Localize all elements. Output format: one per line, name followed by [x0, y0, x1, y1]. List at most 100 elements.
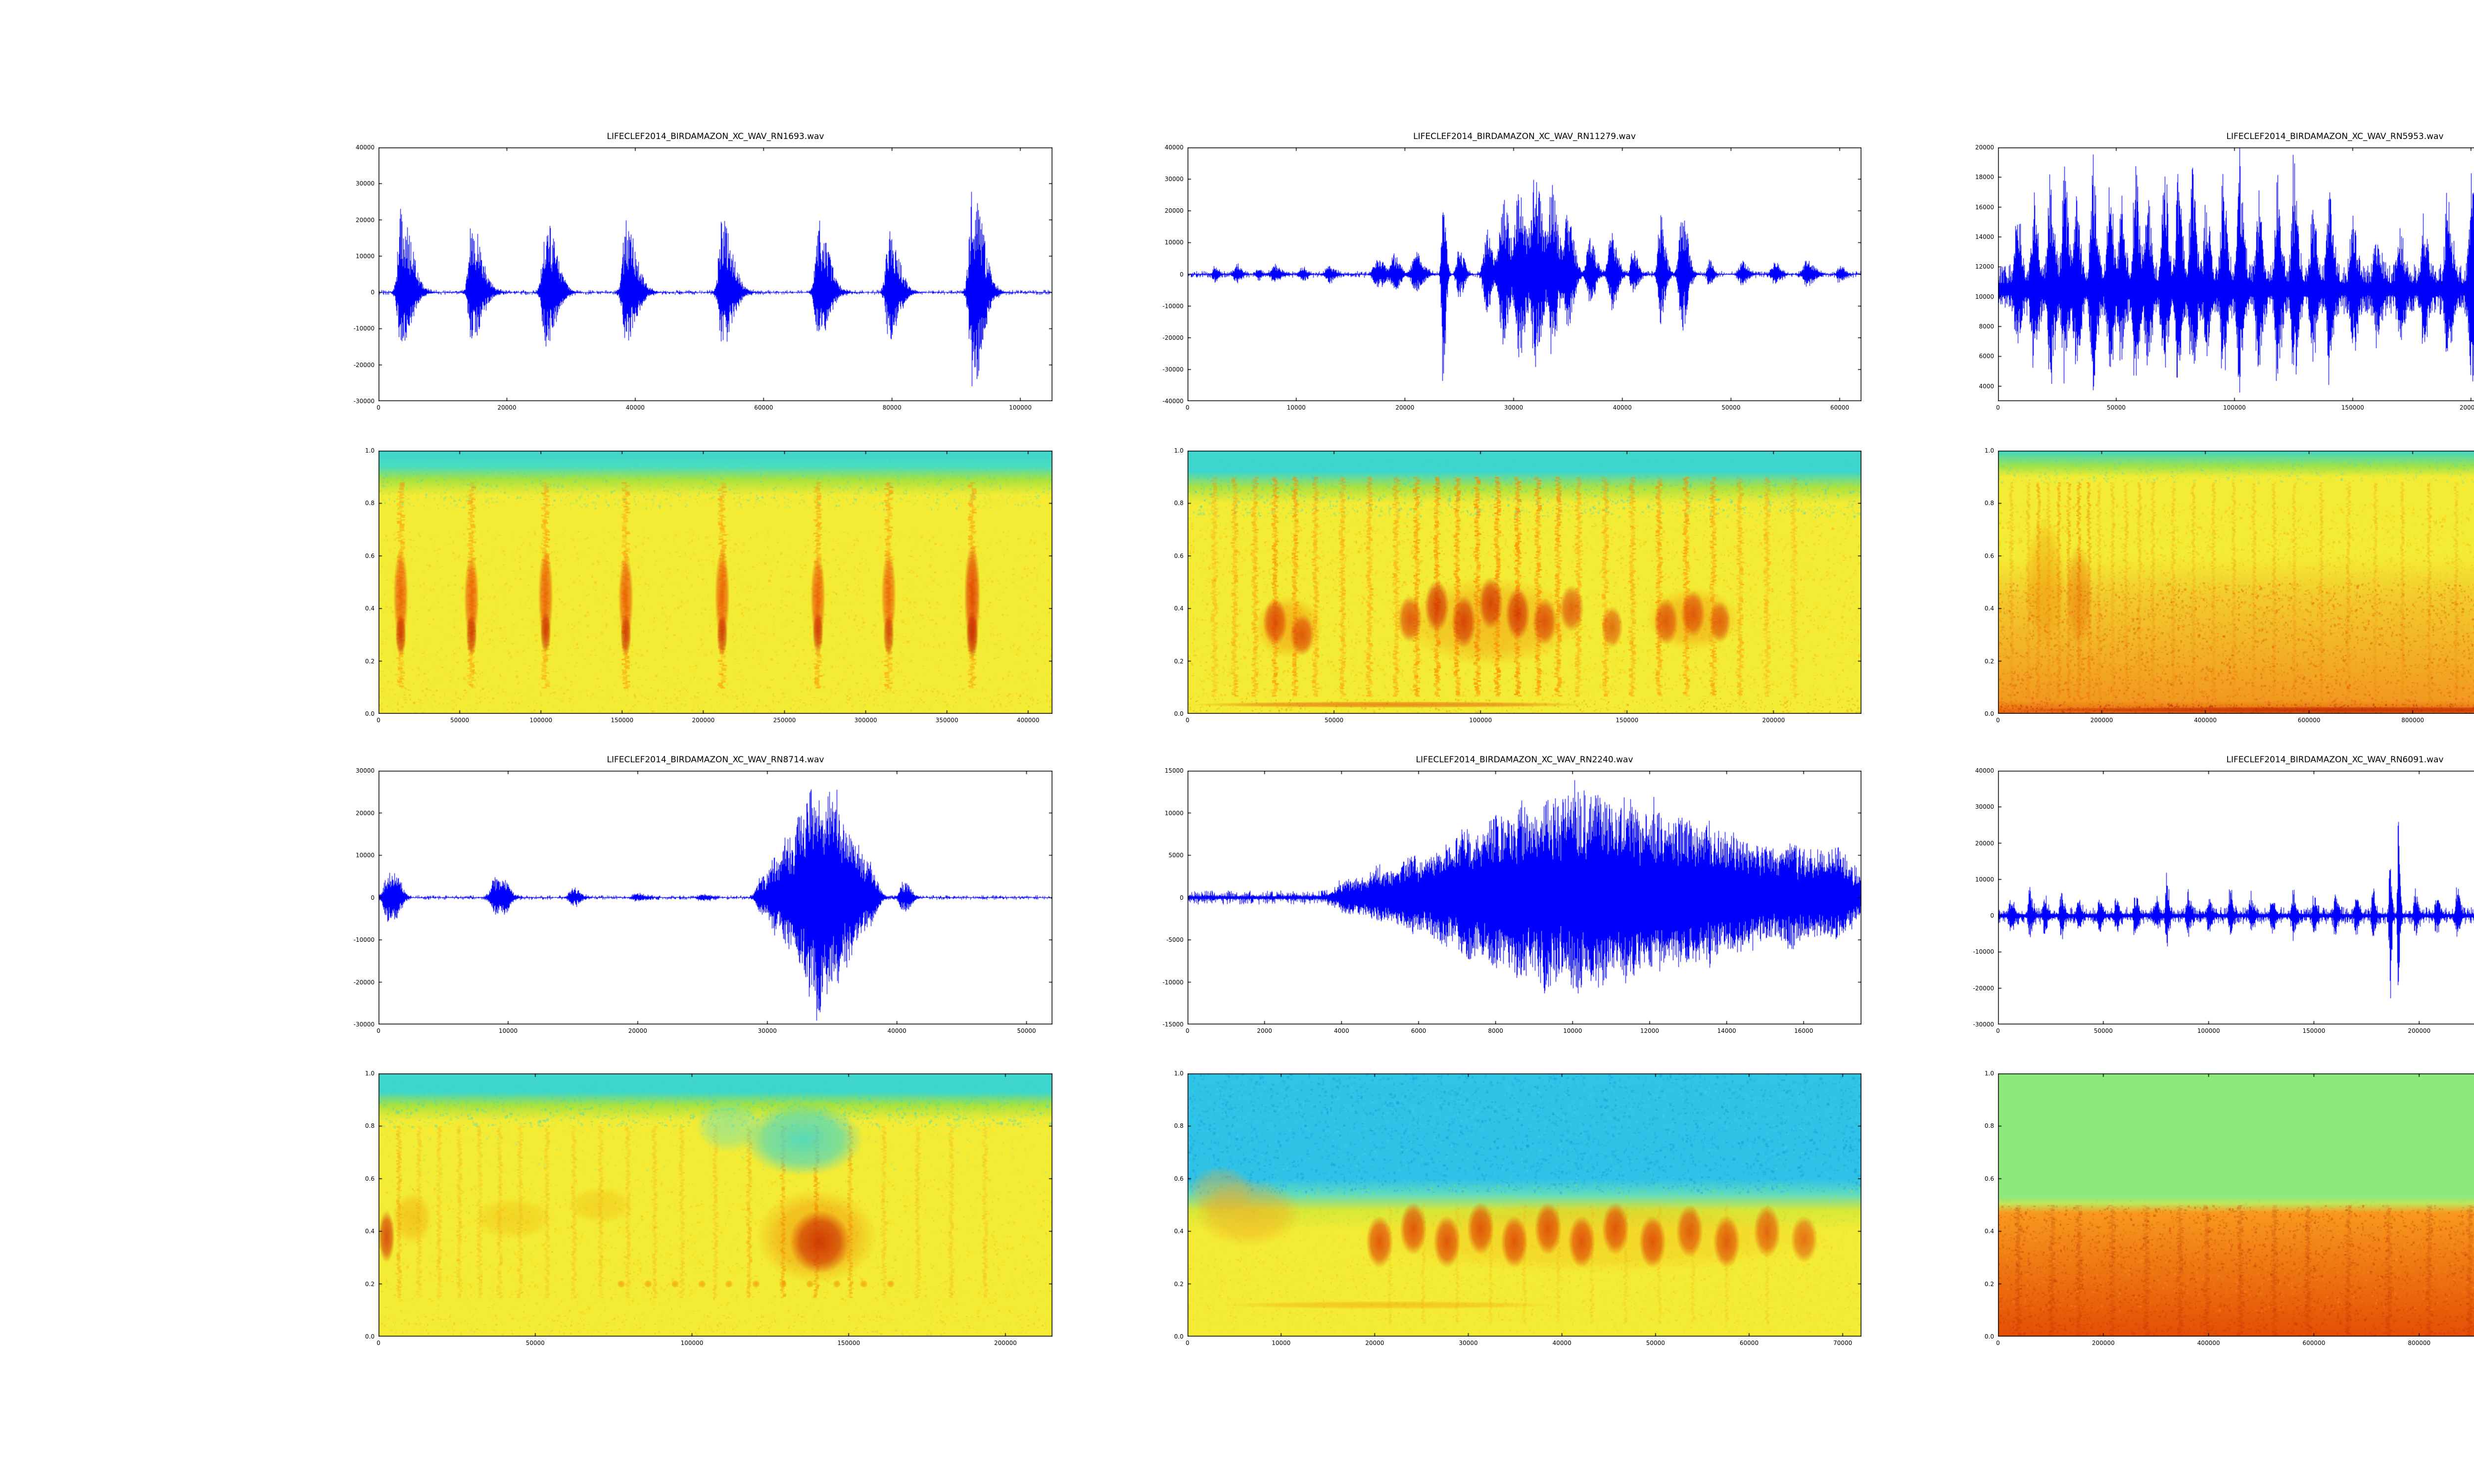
plot-title: LIFECLEF2014_BIRDAMAZON_XC_WAV_RN11279.w…	[1413, 132, 1636, 141]
x-tick-label: 0	[1996, 404, 2000, 411]
subplot-spectrogram-RN11279: 0 50000 100000 150000 200000 0.0 0.2 0.4 0.6 0.8 1…	[1174, 447, 1861, 724]
x-tick-label: 200000	[2090, 717, 2113, 724]
y-tick-label: 30000	[1164, 176, 1184, 183]
x-tick-label: 12000	[1640, 1027, 1660, 1034]
x-tick-label: 30000	[758, 1027, 777, 1034]
x-tick-label: 50000	[1721, 404, 1741, 411]
waveform-canvas-waveform-RN2240	[1188, 771, 1861, 1024]
x-tick-label: 150000	[2302, 1027, 2326, 1034]
waveform-canvas-waveform-RN11279	[1188, 147, 1861, 401]
y-tick-label: 0.8	[1174, 500, 1184, 507]
x-tick-label: 6000	[1411, 1027, 1427, 1034]
y-tick-label: 0.4	[1174, 1228, 1184, 1235]
y-tick-label: 14000	[1975, 233, 1994, 241]
spectrogram-canvas-spectrogram-RN2240	[1188, 1073, 1861, 1337]
x-tick-label: 10000	[498, 1027, 518, 1034]
y-tick-label: 0	[371, 894, 375, 901]
x-tick-label: 40000	[625, 404, 645, 411]
y-tick-label: -15000	[1162, 1021, 1184, 1028]
x-tick-label: 10000	[1563, 1027, 1582, 1034]
x-tick-label: 250000	[773, 717, 796, 724]
y-tick-label: 1.0	[1174, 1070, 1184, 1077]
subplot-waveform-RN2240: LIFECLEF2014_BIRDAMAZON_XC_WAV_RN2240.wa…	[1162, 755, 1861, 1034]
y-tick-label: -30000	[1162, 366, 1184, 373]
y-tick-label: -40000	[1162, 398, 1184, 405]
x-tick-label: 50000	[1646, 1340, 1665, 1346]
y-tick-label: 1.0	[1984, 447, 1994, 454]
x-tick-label: 60000	[754, 404, 773, 411]
waveform-canvas-waveform-RN6091	[1998, 771, 2474, 1024]
y-tick-label: -30000	[353, 398, 375, 405]
waveform-canvas-waveform-RN1693	[379, 147, 1052, 401]
subplot-spectrogram-RN1693: 0 50000 100000 150000 200000 250000 300000 3500…	[365, 447, 1052, 724]
y-tick-label: 20000	[355, 216, 375, 224]
y-tick-label: 20000	[1975, 144, 1994, 151]
y-tick-label: 20000	[355, 809, 375, 817]
y-tick-label: 0	[1990, 912, 1994, 920]
x-tick-label: 40000	[887, 1027, 906, 1034]
subplot-waveform-RN8714: LIFECLEF2014_BIRDAMAZON_XC_WAV_RN8714.wa…	[353, 755, 1052, 1034]
y-tick-label: 0.0	[1984, 710, 1994, 717]
x-tick-label: 150000	[2341, 404, 2364, 411]
x-tick-label: 0	[1996, 717, 2000, 724]
y-tick-label: 0.2	[1174, 1280, 1184, 1288]
x-tick-label: 14000	[1717, 1027, 1736, 1034]
y-tick-label: 0.8	[365, 500, 375, 507]
y-tick-label: -30000	[1973, 1021, 1994, 1028]
y-tick-label: 0.6	[1174, 552, 1184, 559]
y-tick-label: 18000	[1975, 174, 1994, 181]
x-tick-label: 50000	[450, 717, 470, 724]
x-tick-label: 80000	[882, 404, 902, 411]
x-tick-label: 30000	[1459, 1340, 1478, 1346]
x-tick-label: 150000	[611, 717, 634, 724]
y-tick-label: 40000	[1975, 767, 1994, 774]
y-tick-label: 20000	[1164, 207, 1184, 215]
y-tick-label: 0.0	[365, 710, 375, 717]
x-tick-label: 50000	[2093, 1027, 2113, 1034]
x-tick-label: 10000	[1286, 404, 1306, 411]
y-tick-label: 4000	[1979, 382, 1994, 390]
plot-title: LIFECLEF2014_BIRDAMAZON_XC_WAV_RN8714.wa…	[607, 755, 824, 765]
x-tick-label: 600000	[2297, 717, 2321, 724]
x-tick-label: 0	[1186, 1027, 1189, 1034]
y-tick-label: 0	[371, 289, 375, 296]
subplot-waveform-RN6091: LIFECLEF2014_BIRDAMAZON_XC_WAV_RN6091.wa…	[1973, 755, 2474, 1034]
y-tick-label: -10000	[1973, 948, 1994, 956]
y-tick-label: 0.0	[1174, 1333, 1184, 1340]
y-tick-label: 0.4	[365, 605, 375, 612]
x-tick-label: 40000	[1613, 404, 1632, 411]
y-tick-label: 0.2	[365, 657, 375, 665]
plot-title: LIFECLEF2014_BIRDAMAZON_XC_WAV_RN6091.wa…	[2226, 755, 2444, 765]
x-tick-label: 0	[1996, 1340, 2000, 1346]
x-tick-label: 600000	[2302, 1340, 2326, 1346]
x-tick-label: 20000	[497, 404, 517, 411]
x-tick-label: 4000	[1334, 1027, 1349, 1034]
y-tick-label: 0.4	[1984, 605, 1994, 612]
y-tick-label: 15000	[1164, 767, 1184, 774]
x-tick-label: 100000	[1009, 404, 1032, 411]
x-tick-label: 150000	[837, 1340, 860, 1346]
x-tick-label: 150000	[1616, 717, 1639, 724]
x-tick-label: 50000	[1017, 1027, 1036, 1034]
x-tick-label: 400000	[1016, 717, 1040, 724]
y-tick-label: 20000	[1975, 839, 1994, 847]
y-tick-label: 0.6	[1174, 1175, 1184, 1182]
x-tick-label: 0	[1996, 1027, 2000, 1034]
spectrogram-canvas-spectrogram-RN6091	[1998, 1073, 2474, 1337]
x-tick-label: 400000	[2197, 1340, 2220, 1346]
x-tick-label: 60000	[1739, 1340, 1759, 1346]
y-tick-label: 1.0	[1984, 1070, 1994, 1077]
y-tick-label: -10000	[1162, 302, 1184, 310]
y-tick-label: 0.4	[1984, 1228, 1994, 1235]
x-tick-label: 0	[1186, 404, 1189, 411]
y-tick-label: 0.6	[1984, 1175, 1994, 1182]
y-tick-label: 1.0	[365, 1070, 375, 1077]
x-tick-label: 0	[377, 717, 381, 724]
x-tick-label: 20000	[1365, 1340, 1384, 1346]
x-tick-label: 200000	[994, 1340, 1017, 1346]
x-tick-label: 2000	[1257, 1027, 1272, 1034]
x-tick-label: 40000	[1552, 1340, 1571, 1346]
y-tick-label: 0.2	[1984, 657, 1994, 665]
y-tick-label: 10000	[1975, 293, 1994, 300]
plot-title: LIFECLEF2014_BIRDAMAZON_XC_WAV_RN2240.wa…	[1416, 755, 1633, 765]
